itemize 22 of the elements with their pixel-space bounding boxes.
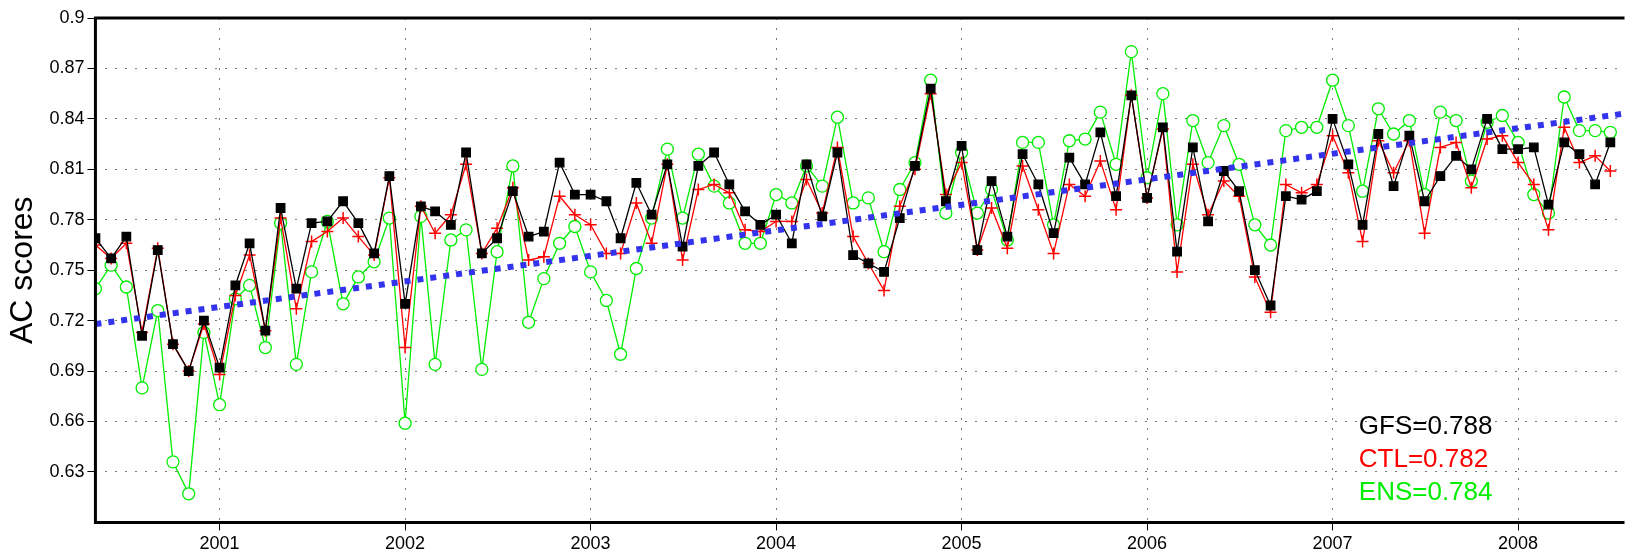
y-axis-title: AC scores	[3, 196, 40, 344]
x-tick-label: 2006	[1127, 533, 1168, 554]
y-tick-label: 0.75	[49, 259, 85, 280]
text: ENS=0.784	[1358, 475, 1493, 506]
y-tick-label: 0.87	[49, 57, 85, 78]
x-tick-label: 2004	[756, 533, 797, 554]
y-tick-label: 0.72	[49, 309, 85, 330]
x-tick-label: 2003	[570, 533, 611, 554]
x-tick-label: 2005	[941, 533, 982, 554]
x-tick-label: 2008	[1498, 533, 1539, 554]
text: CTL=0.782	[1358, 442, 1489, 473]
y-tick-label: 0.9	[59, 6, 85, 27]
x-tick-label: 2007	[1312, 533, 1353, 554]
x-tick-label: 2001	[199, 533, 240, 554]
y-tick-label: 0.69	[49, 360, 85, 381]
y-tick-label: 0.63	[49, 460, 85, 481]
y-tick-label: 0.66	[49, 410, 85, 431]
text: GFS=0.788	[1358, 409, 1493, 440]
y-tick-label: 0.78	[49, 208, 85, 229]
x-tick-label: 2002	[385, 533, 426, 554]
y-tick-label: 0.81	[49, 158, 85, 179]
y-tick-label: 0.84	[49, 107, 85, 128]
